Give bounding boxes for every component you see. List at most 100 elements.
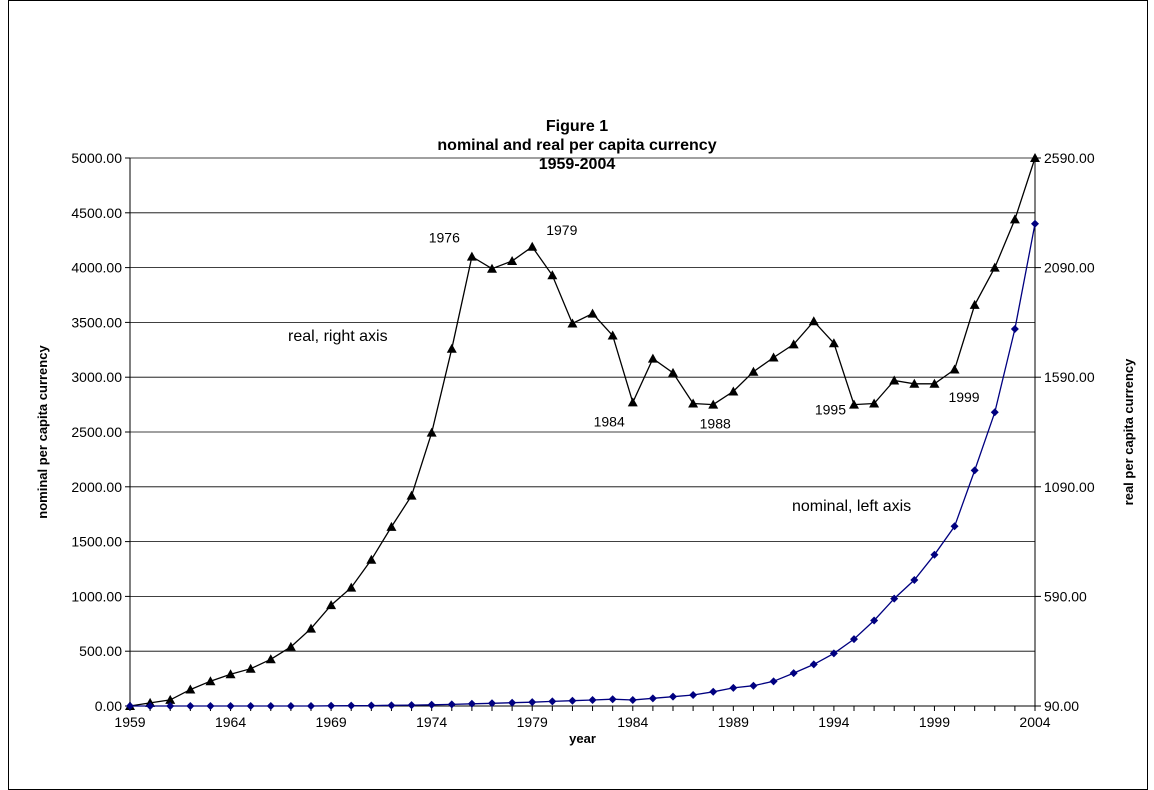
- data-point-nominal: [669, 692, 677, 701]
- data-point-real: [728, 386, 739, 396]
- data-point-real: [507, 256, 518, 266]
- series-line-nominal: [130, 223, 1036, 707]
- chart-title-line-2: nominal and real per capita currency: [437, 137, 717, 154]
- data-point-nominal: [769, 677, 778, 686]
- data-point-real: [647, 353, 658, 363]
- data-point-real: [909, 378, 920, 388]
- x-tick-label: 2004: [1019, 714, 1050, 730]
- data-point-nominal: [588, 695, 597, 704]
- data-point-real: [547, 270, 558, 280]
- data-point-real: [406, 490, 417, 500]
- data-point-nominal: [387, 701, 396, 710]
- data-point-real: [808, 316, 819, 326]
- series-label-nominal: nominal, left axis: [792, 498, 911, 515]
- data-point-real: [487, 263, 497, 273]
- data-point-real: [989, 262, 1000, 272]
- y-right-tick-label: 2090.00: [1044, 260, 1095, 276]
- data-point-real: [306, 623, 316, 633]
- data-point-real: [527, 241, 538, 251]
- data-point-real: [466, 251, 477, 261]
- data-point-real: [668, 367, 678, 377]
- y-left-tick-label: 2500.00: [71, 424, 122, 440]
- x-axis-title: year: [569, 731, 596, 746]
- data-point-real: [225, 669, 236, 679]
- data-point-real: [446, 343, 457, 353]
- x-tick-label: 1989: [718, 714, 749, 730]
- x-tick-label: 1969: [316, 714, 347, 730]
- y-left-tick-label: 3500.00: [71, 314, 122, 330]
- data-point-nominal: [508, 698, 517, 707]
- data-point-nominal: [930, 550, 939, 559]
- data-point-real: [1030, 153, 1040, 162]
- data-point-real: [869, 398, 880, 408]
- data-point-nominal: [850, 635, 858, 644]
- data-point-real: [567, 318, 578, 328]
- data-point-real: [788, 339, 799, 349]
- data-point-nominal: [447, 700, 456, 709]
- data-point-real: [969, 299, 980, 309]
- data-point-real: [265, 654, 276, 664]
- data-point-real: [185, 684, 196, 694]
- data-point-real: [949, 364, 960, 374]
- chart-title-line-3: 1959-2004: [538, 156, 616, 173]
- data-point-nominal: [126, 702, 134, 710]
- y-left-tick-label: 0.00: [95, 698, 122, 714]
- data-point-nominal: [709, 687, 718, 696]
- data-point-nominal: [206, 702, 215, 710]
- data-point-nominal: [568, 696, 577, 705]
- data-point-nominal: [246, 702, 255, 710]
- data-point-real: [165, 694, 176, 704]
- series-label-real: real, right axis: [288, 328, 388, 345]
- data-point-nominal: [286, 702, 295, 710]
- y-left-tick-label: 5000.00: [71, 150, 122, 166]
- y-right-tick-label: 1090.00: [1044, 479, 1095, 495]
- annotation-year: 1988: [700, 416, 731, 432]
- annotation-year: 1976: [429, 230, 460, 246]
- y-left-tick-label: 1000.00: [71, 588, 122, 604]
- data-point-nominal: [347, 701, 356, 710]
- data-point-real: [587, 308, 598, 318]
- x-tick-label: 1984: [617, 714, 648, 730]
- y-left-tick-label: 500.00: [79, 643, 122, 659]
- data-point-real: [245, 663, 256, 673]
- y-left-tick-label: 1500.00: [71, 534, 122, 550]
- data-point-real: [708, 399, 719, 409]
- data-point-nominal: [266, 702, 275, 710]
- data-point-nominal: [789, 669, 798, 678]
- y-left-tick-label: 4500.00: [71, 205, 122, 221]
- data-point-nominal: [890, 594, 899, 603]
- data-point-nominal: [307, 702, 315, 710]
- data-point-nominal: [467, 699, 476, 708]
- annotation-year: 1999: [948, 389, 979, 405]
- data-point-real: [386, 521, 397, 531]
- data-point-real: [627, 397, 638, 407]
- data-point-nominal: [226, 702, 235, 710]
- data-point-real: [889, 375, 900, 385]
- annotation-year: 1995: [815, 402, 846, 418]
- data-point-nominal: [689, 691, 698, 700]
- y-right-tick-label: 90.00: [1044, 698, 1079, 714]
- data-point-real: [326, 600, 337, 610]
- data-point-real: [426, 427, 437, 437]
- data-point-real: [748, 366, 759, 376]
- data-point-real: [849, 399, 859, 409]
- x-tick-label: 1974: [416, 714, 447, 730]
- y-left-tick-label: 2000.00: [71, 479, 122, 495]
- data-point-nominal: [910, 575, 919, 584]
- data-point-nominal: [729, 683, 738, 692]
- data-point-real: [346, 582, 357, 592]
- y-left-tick-label: 4000.00: [71, 260, 122, 276]
- x-tick-label: 1979: [517, 714, 548, 730]
- data-point-nominal: [427, 700, 436, 709]
- data-point-nominal: [367, 701, 376, 710]
- data-point-real: [929, 378, 940, 388]
- x-tick-label: 1959: [114, 714, 145, 730]
- data-point-real: [688, 398, 699, 408]
- data-point-nominal: [548, 697, 557, 706]
- data-point-nominal: [1010, 324, 1019, 333]
- y-right-tick-label: 1590.00: [1044, 369, 1095, 385]
- data-point-nominal: [1031, 219, 1039, 228]
- y-right-tick-label: 590.00: [1044, 588, 1087, 604]
- data-point-nominal: [648, 694, 657, 703]
- series-line-real: [129, 157, 1036, 707]
